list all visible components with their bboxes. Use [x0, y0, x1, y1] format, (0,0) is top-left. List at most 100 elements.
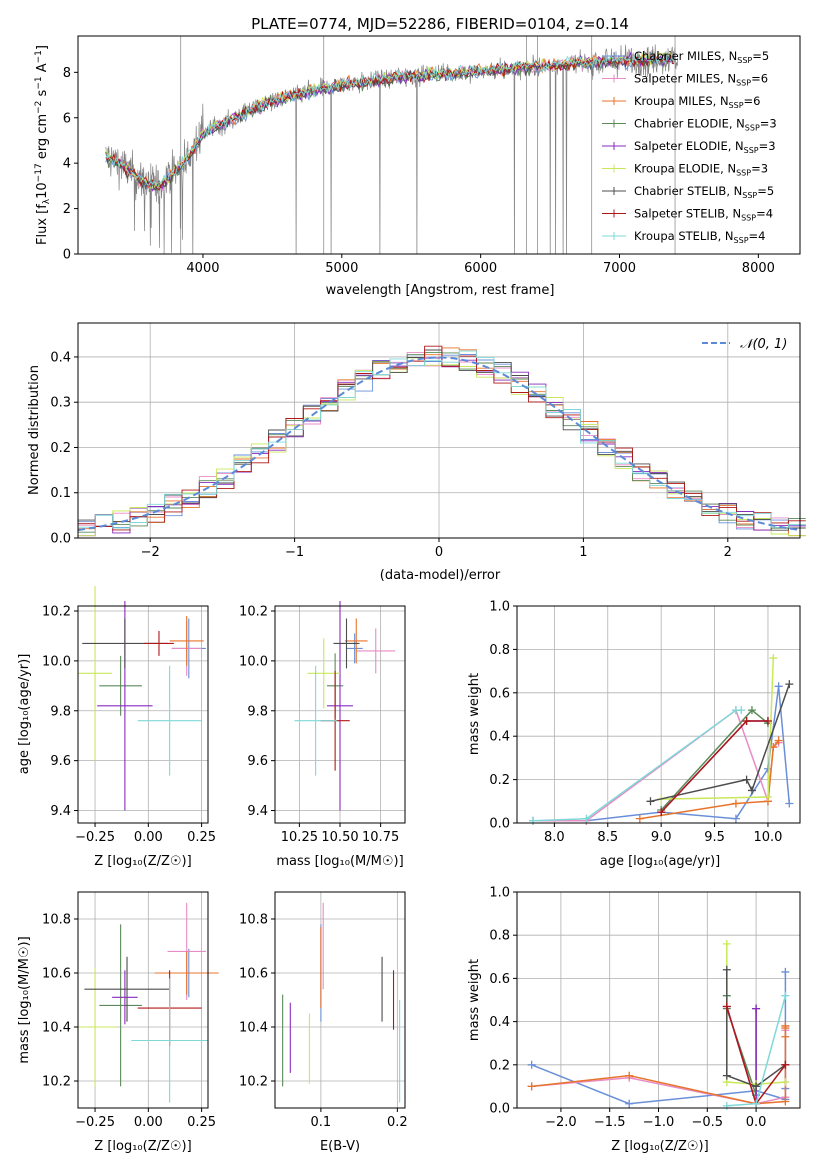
spectrum-model-line [105, 53, 675, 188]
weight-vs-age-point-marker [529, 816, 538, 825]
spectrum-xtick-label: 5000 [325, 261, 358, 276]
residuals-histogram [78, 347, 806, 537]
weight-vs-metallicity-point-marker [781, 991, 790, 1000]
weight-vs-age-xtick-label: 10.0 [753, 830, 782, 845]
residuals-ytick-label: 0.3 [50, 396, 71, 411]
weight-vs-age-point-marker [737, 706, 746, 715]
mass-vs-metallicity-frame [77, 891, 209, 1109]
weight-vs-age-ytick-label: 0.2 [489, 773, 510, 788]
weight-vs-age-ylabel: mass weight [467, 673, 482, 755]
mass-vs-metallicity-ylabel: mass [log₁₀(M/M☉)] [17, 936, 32, 1063]
age-vs-metallicity-ytick-label: 9.6 [50, 754, 71, 769]
weight-vs-age-point-marker [769, 654, 778, 663]
mass-vs-ebv-frame [274, 891, 406, 1109]
age-vs-metallicity-errorbars [78, 586, 206, 811]
mass-vs-ebv-xlabel: E(B-V) [320, 1139, 360, 1154]
mass-vs-metallicity-ytick-label: 10.8 [42, 913, 71, 928]
residuals-histogram [78, 345, 806, 531]
legend-label: Chabrier STELIB, NSSP=5 [634, 184, 774, 200]
legend-label: Chabrier ELODIE, NSSP=3 [634, 117, 777, 133]
spectrum-xtick-label: 7000 [603, 261, 636, 276]
weight-vs-age-panel: 8.0 8.5 9.0 9.5 10.0 0.0 0.2 0.4 0.6 0.8 1.0 age [… [467, 600, 801, 869]
age-vs-mass-xtick-label: 10.75 [362, 830, 399, 845]
weight-vs-metallicity-ytick-label: 0.4 [489, 1015, 510, 1030]
weight-vs-age-ytick-label: 0.4 [489, 730, 510, 745]
weight-vs-metallicity-point-marker [722, 1071, 731, 1080]
weight-vs-metallicity-point-marker [625, 1071, 634, 1080]
weight-vs-metallicity-panel: −2.0 −1.5 −1.0 −0.5 0.0 0.0 0.2 0.4 0.6 0.8 1.0 Z … [467, 886, 801, 1154]
weight-vs-age-ytick-label: 1.0 [489, 600, 510, 615]
mass-vs-ebv-xtick-label: 0.2 [387, 1115, 408, 1130]
age-vs-metallicity-panel: −0.25 0.00 0.25 9.4 9.6 9.8 10.0 10.2 Z [log₁₀(… [17, 586, 216, 869]
residuals-histogram [78, 352, 806, 533]
legend-label: Salpeter MILES, NSSP=6 [634, 72, 768, 88]
mass-vs-ebv-ytick-label: 10.8 [239, 913, 268, 928]
weight-vs-metallicity-point-marker [527, 1082, 536, 1091]
weight-vs-metallicity-series-line [726, 969, 786, 1088]
weight-vs-age-xtick-label: 9.5 [704, 830, 725, 845]
age-vs-mass-xtick-label: 10.25 [281, 830, 318, 845]
weight-vs-age-point-marker [785, 680, 794, 689]
weight-vs-age-point-marker [635, 814, 644, 823]
weight-vs-age-series-line [650, 683, 791, 803]
mass-vs-metallicity-ytick-label: 10.2 [42, 1075, 71, 1090]
residuals-ytick-label: 0.4 [50, 350, 71, 365]
age-vs-metallicity-ytick-label: 10.2 [42, 604, 71, 619]
weight-vs-metallicity-ytick-label: 0.2 [489, 1058, 510, 1073]
age-vs-metallicity-xlabel: Z [log₁₀(Z/Z☉)] [94, 854, 191, 869]
age-vs-mass-ytick-label: 9.8 [247, 704, 268, 719]
residuals-panel: −2 −1 0 1 2 0.0 0.1 0.2 0.3 0.4 𝒩(0, 1) (data-mod… [27, 322, 806, 583]
residuals-legend-label: 𝒩(0, 1) [740, 337, 787, 352]
residuals-xlabel: (data-model)/error [380, 568, 501, 583]
spectrum-ytick-label: 4 [63, 157, 71, 172]
residuals-legend: 𝒩(0, 1) [702, 337, 787, 352]
spectrum-ticks: 4000 5000 6000 7000 8000 0 2 4 6 8 [63, 66, 775, 276]
age-vs-mass-ytick-label: 10.0 [239, 654, 268, 669]
residuals-ytick-label: 0.2 [50, 441, 71, 456]
age-vs-metallicity-xtick-label: 0.25 [187, 830, 216, 845]
age-vs-metallicity-ytick-label: 9.4 [50, 804, 71, 819]
weight-vs-age-series-line [532, 709, 742, 822]
residuals-ylabel: Normed distribution [27, 365, 42, 495]
weight-vs-age-point-marker [742, 717, 751, 726]
mass-vs-ebv-ytick-label: 10.2 [239, 1075, 268, 1090]
ylabel-part: λ [42, 198, 52, 204]
residuals-xtick-label: 0 [435, 545, 443, 560]
age-vs-mass-ytick-label: 9.4 [247, 804, 268, 819]
weight-vs-age-ytick-label: 0.6 [489, 686, 510, 701]
weight-vs-metallicity-point-marker [722, 1101, 731, 1110]
mass-vs-metallicity-ytick-label: 10.6 [42, 967, 71, 982]
weight-vs-metallicity-ytick-label: 0.6 [489, 972, 510, 987]
spectrum-panel: 4000 5000 6000 7000 8000 0 2 4 6 8 Chabrier MILES… [34, 35, 801, 298]
residuals-histograms [78, 345, 806, 537]
age-vs-mass-xlabel: mass [log₁₀(M/M☉)] [276, 854, 403, 869]
residuals-histogram [78, 357, 806, 537]
mass-vs-metallicity-xtick-label: 0.25 [187, 1115, 216, 1130]
mass-vs-ebv-ytick-label: 10.4 [239, 1021, 268, 1036]
weight-vs-age-xtick-label: 8.5 [597, 830, 618, 845]
residuals-histogram [78, 357, 806, 537]
residuals-ytick-label: 0.0 [50, 532, 71, 547]
age-vs-mass-ytick-label: 10.2 [239, 604, 268, 619]
legend-label: Salpeter ELODIE, NSSP=3 [634, 139, 776, 155]
ylabel-part: ] [35, 45, 50, 50]
spectrum-model-line [105, 54, 674, 191]
weight-vs-age-point-marker [731, 799, 740, 808]
age-vs-mass-panel: 10.25 10.50 10.75 9.4 9.6 9.8 10.0 10.2 mass [l… [239, 601, 406, 869]
residuals-xtick-label: −1 [285, 545, 304, 560]
mass-vs-metallicity-errorbars [73, 902, 219, 1103]
weight-vs-metallicity-xtick-label: −1.5 [594, 1115, 626, 1130]
residuals-histogram [78, 350, 806, 529]
ylabel-part: −17 [34, 163, 44, 182]
weight-vs-age-point-marker [731, 814, 740, 823]
weight-vs-metallicity-xlabel: Z [log₁₀(Z/Z☉)] [611, 1139, 708, 1154]
spectrum-xtick-label: 8000 [742, 261, 775, 276]
residuals-grid [78, 323, 800, 539]
weight-vs-metallicity-point-marker [722, 1002, 731, 1011]
weight-vs-age-xlabel: age [log₁₀(age/yr)] [600, 854, 721, 869]
weight-vs-age-point-marker [646, 797, 655, 806]
weight-vs-metallicity-point-marker [527, 1060, 536, 1069]
weight-vs-metallicity-ytick-label: 0.8 [489, 929, 510, 944]
age-vs-metallicity-ylabel: age [log₁₀(age/yr)] [17, 654, 32, 775]
weight-vs-metallicity-point-marker [781, 1078, 790, 1087]
